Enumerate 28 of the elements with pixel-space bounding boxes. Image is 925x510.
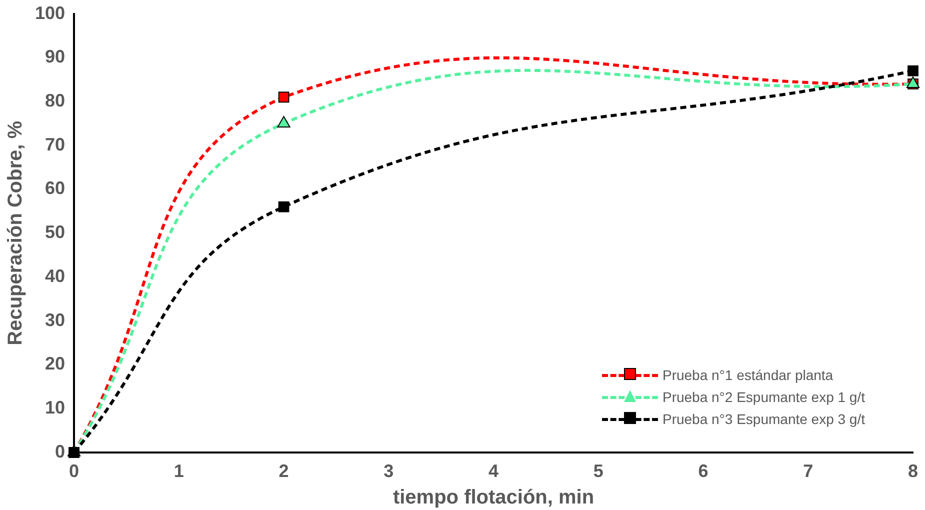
legend-label: Prueba n°3 Espumante exp 3 g/t bbox=[662, 411, 865, 427]
point bbox=[908, 65, 918, 76]
x-tick-label: 0 bbox=[69, 461, 80, 482]
x-tick-label: 7 bbox=[803, 461, 814, 482]
y-tick-label: 30 bbox=[45, 310, 66, 330]
legend-label: Prueba n°2 Espumante exp 1 g/t bbox=[662, 389, 865, 405]
y-tick-label: 0 bbox=[55, 441, 66, 462]
y-tick-label: 50 bbox=[45, 222, 66, 242]
y-tick-label: 10 bbox=[45, 398, 66, 418]
x-tick-label: 4 bbox=[488, 461, 499, 482]
x-tick-label: 2 bbox=[278, 461, 289, 482]
x-tick-label: 6 bbox=[698, 461, 708, 482]
point bbox=[278, 92, 290, 103]
y-tick-label: 20 bbox=[45, 354, 66, 374]
legend-label: Prueba n°1 estándar planta bbox=[662, 367, 834, 383]
y-tick-label: 40 bbox=[45, 266, 66, 286]
x-tick-label: 5 bbox=[593, 461, 604, 482]
y-tick-label: 100 bbox=[34, 2, 66, 23]
y-tick-label: 80 bbox=[45, 90, 66, 110]
x-tick-label: 3 bbox=[384, 461, 394, 482]
point bbox=[278, 201, 290, 212]
x-tick-label: 8 bbox=[908, 461, 918, 482]
y-tick-label: 90 bbox=[45, 46, 66, 67]
y-tick-label: 60 bbox=[45, 178, 66, 198]
y-tick-label: 70 bbox=[45, 134, 66, 154]
x-tick-label: 1 bbox=[174, 461, 184, 482]
y-axis-title: Recuperación Cobre, % bbox=[4, 120, 27, 346]
x-axis-title: tiempo flotación, min bbox=[392, 486, 594, 509]
